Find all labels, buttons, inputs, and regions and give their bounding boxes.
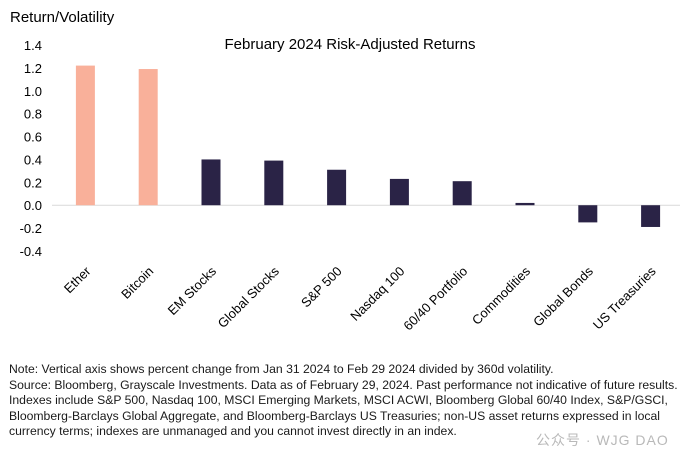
y-tick-label: 1.4 — [24, 38, 42, 53]
bar — [75, 65, 95, 206]
y-tick-label: -0.4 — [20, 244, 42, 259]
bar — [138, 69, 158, 206]
y-tick-label: 0.0 — [24, 198, 42, 213]
category-label: Ether — [61, 263, 94, 296]
y-tick-label: 1.0 — [24, 84, 42, 99]
chart-title: February 2024 Risk-Adjusted Returns — [225, 36, 476, 53]
bar — [327, 169, 347, 206]
y-tick-label: 0.2 — [24, 175, 42, 190]
bars — [75, 65, 661, 227]
bar — [515, 202, 535, 206]
category-label: Global Bonds — [530, 263, 596, 329]
y-axis-title: Return/Volatility — [10, 9, 115, 26]
category-label: EM Stocks — [165, 263, 220, 318]
bar — [641, 205, 661, 227]
bar — [578, 205, 598, 223]
bar — [264, 160, 284, 206]
category-label: Commodities — [469, 263, 534, 328]
bar — [452, 181, 472, 206]
category-label: Bitcoin — [118, 264, 156, 302]
y-tick-label: 0.8 — [24, 107, 42, 122]
y-tick-label: 1.2 — [24, 61, 42, 76]
y-axis-ticks: 1.4 1.2 1.0 0.8 0.6 0.4 0.2 0.0 -0.2 -0.4 — [20, 38, 42, 259]
category-label: Nasdaq 100 — [347, 264, 407, 324]
y-tick-label: 0.4 — [24, 152, 42, 167]
note-line-1: Note: Vertical axis shows percent change… — [9, 362, 554, 376]
category-label: S&P 500 — [298, 264, 345, 311]
y-tick-label: 0.6 — [24, 130, 42, 145]
note-source: Source: Bloomberg, Grayscale Investments… — [9, 377, 678, 439]
bar — [201, 159, 221, 206]
y-tick-label: -0.2 — [20, 221, 42, 236]
bar — [389, 178, 409, 206]
watermark: 公众号 · WJG DAO — [536, 432, 669, 448]
category-label: 60/40 Portfolio — [400, 264, 470, 334]
category-label: US Treasuries — [590, 263, 659, 332]
chart: Return/Volatility February 2024 Risk-Adj… — [10, 9, 680, 333]
category-label: Global Stocks — [215, 263, 283, 331]
chart-note: Note: Vertical axis shows percent change… — [9, 362, 693, 440]
